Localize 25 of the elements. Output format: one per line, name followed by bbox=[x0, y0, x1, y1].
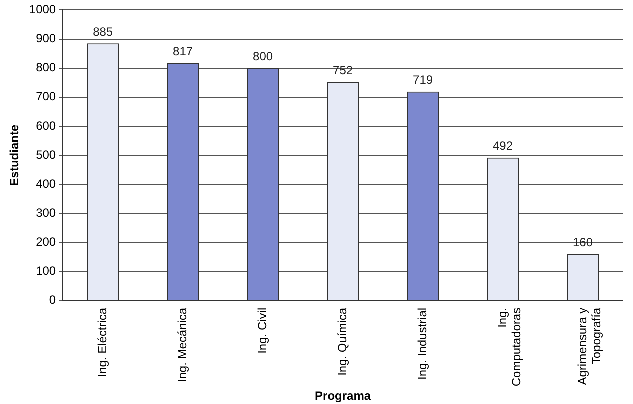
y-tick-label: 900 bbox=[36, 32, 56, 46]
x-tick-label: Ing. Computadoras bbox=[495, 308, 524, 387]
x-tick-label: Ing. Civil bbox=[255, 308, 270, 354]
y-tick-label: 0 bbox=[49, 293, 56, 308]
x-axis-title: Programa bbox=[315, 389, 372, 404]
x-tick-label: Ing. Industrial bbox=[415, 308, 430, 380]
x-tick-label: Ing. Mecánica bbox=[175, 308, 190, 383]
data-label: 719 bbox=[413, 73, 434, 88]
data-label: 492 bbox=[493, 139, 514, 154]
y-tick-label: 200 bbox=[36, 235, 56, 250]
data-label: 885 bbox=[93, 24, 114, 39]
y-tick-label: 300 bbox=[36, 206, 56, 220]
y-tick-label: 100 bbox=[36, 264, 56, 278]
y-tick-label: 400 bbox=[36, 176, 56, 191]
x-tick-label: Agrimensura y Topografía bbox=[575, 308, 604, 386]
x-tick-label: Ing. Química bbox=[335, 308, 350, 376]
y-tick-label: 800 bbox=[36, 60, 56, 75]
data-label: 817 bbox=[173, 44, 194, 59]
data-label: 800 bbox=[253, 50, 274, 64]
y-tick-label: 500 bbox=[36, 148, 56, 162]
y-tick-label: 1000 bbox=[29, 2, 56, 17]
y-tick-label: 700 bbox=[36, 90, 56, 104]
y-axis-title: Estudiante bbox=[8, 124, 22, 186]
y-tick-label: 600 bbox=[36, 118, 56, 133]
x-tick-label: Ing. Eléctrica bbox=[95, 308, 110, 378]
